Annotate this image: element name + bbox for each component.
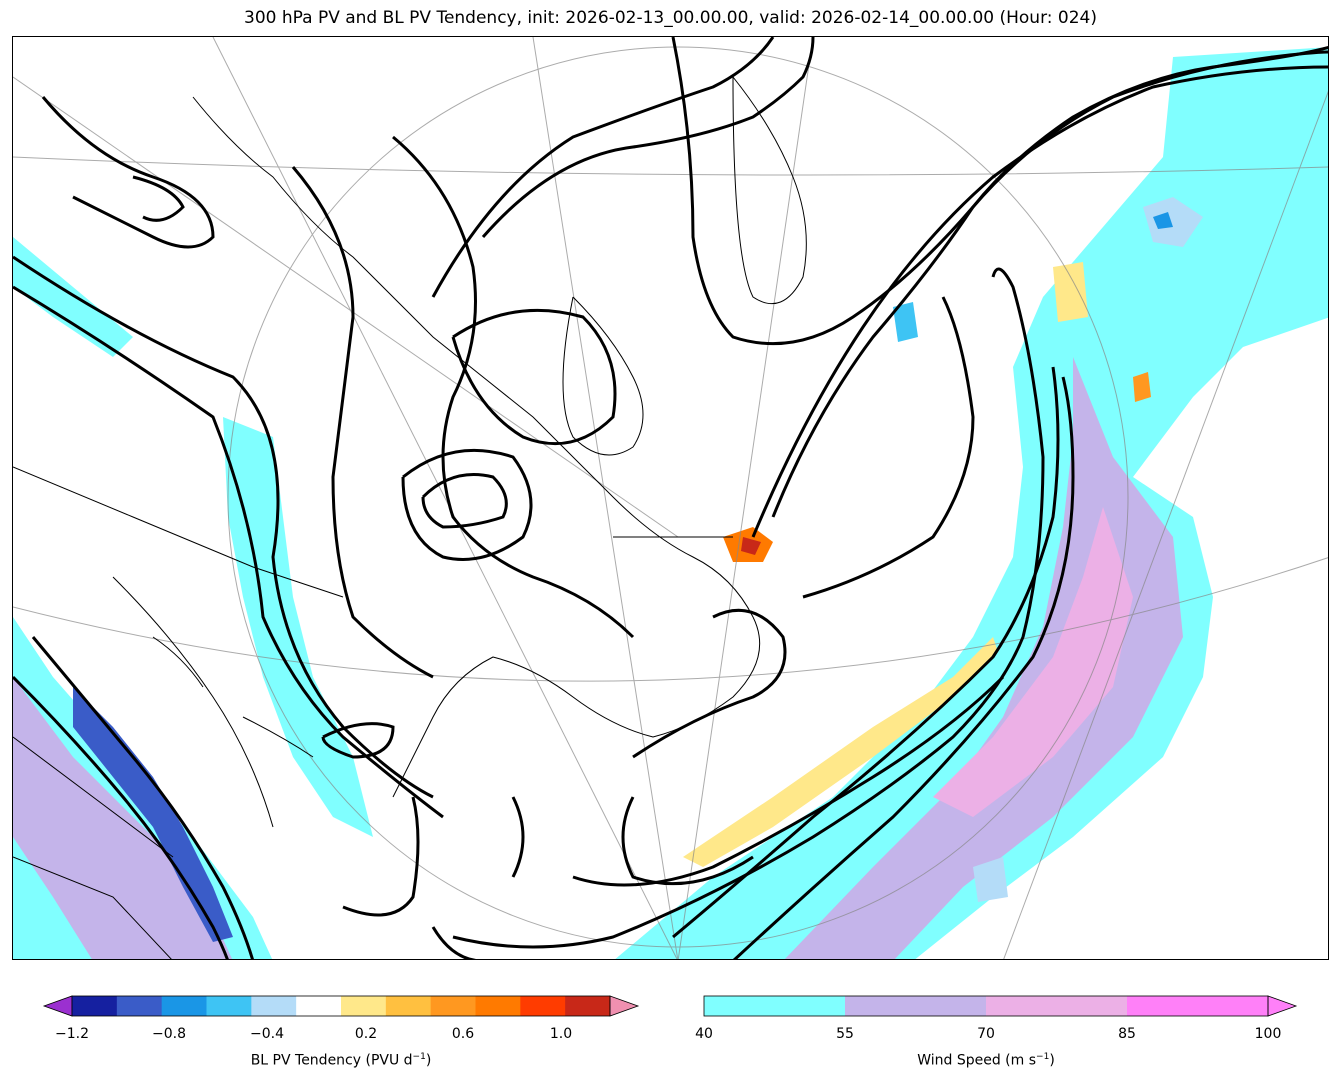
colorbar-bin (565, 996, 611, 1016)
colorbar-bin (385, 996, 432, 1016)
pv-tick-label: −0.4 (250, 1026, 284, 1042)
figure-title: 300 hPa PV and BL PV Tendency, init: 202… (244, 8, 1097, 28)
wind-tick-label: 55 (836, 1026, 854, 1042)
colorbar-bin (296, 996, 342, 1016)
wind-tick-label: 85 (1118, 1026, 1136, 1042)
pv-colorbar-title: BL PV Tendency (PVU d−1) (250, 1052, 432, 1069)
pv-tick-label: −0.8 (152, 1026, 186, 1042)
pv-contours (13, 37, 1328, 959)
map-panel (12, 36, 1329, 960)
pv-tendency-colorbar (42, 995, 640, 1017)
pv-tick-label: 0.2 (354, 1026, 378, 1042)
map-canvas (13, 37, 1328, 959)
graticule (13, 37, 1328, 959)
pv-tick-label: −1.2 (55, 1026, 89, 1042)
colorbar-bin (206, 996, 252, 1016)
colorbar-bin (1127, 996, 1269, 1016)
colorbar-bin (704, 996, 846, 1016)
wind-tick-label: 40 (695, 1026, 713, 1042)
colorbar-max-extend (1267, 995, 1298, 1017)
wind-speed-shading (13, 47, 1328, 959)
pv-tendency-shading (73, 197, 1203, 942)
pv-tick-label: 1.0 (549, 1026, 573, 1042)
colorbar-outline (71, 995, 611, 1017)
colorbar-outline (703, 995, 1269, 1017)
colorbar-bin (475, 996, 521, 1016)
colorbar-bin (341, 996, 387, 1016)
colorbar-min-extend (42, 995, 73, 1017)
pv-tick-label: 0.6 (451, 1026, 475, 1042)
colorbar-bin (986, 996, 1128, 1016)
colorbar-bin (161, 996, 207, 1016)
wind-tick-label: 70 (977, 1026, 995, 1042)
wind-speed-colorbar (703, 995, 1298, 1017)
colorbar-bin (520, 996, 566, 1016)
colorbar-bin (845, 996, 987, 1016)
wind-tick-label: 100 (1254, 1026, 1282, 1042)
coastlines (13, 76, 807, 959)
colorbar-bin (251, 996, 297, 1016)
colorbar-bin (116, 996, 163, 1016)
wind-colorbar-title: Wind Speed (m s−1) (917, 1052, 1055, 1069)
colorbar-bin (430, 996, 476, 1016)
colorbar-max-extend (609, 995, 640, 1017)
colorbar-bin (72, 996, 118, 1016)
